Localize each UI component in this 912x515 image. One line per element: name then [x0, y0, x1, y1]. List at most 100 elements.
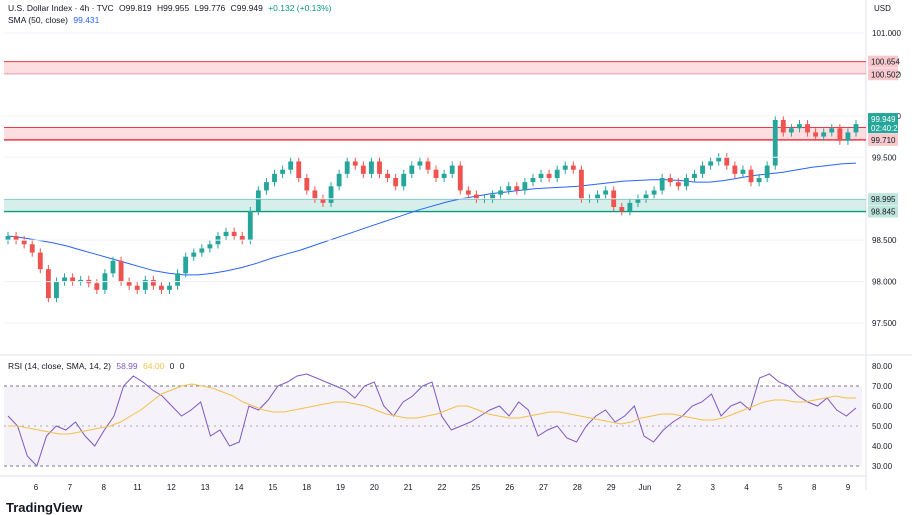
level-badge: [868, 68, 898, 81]
symbol-name[interactable]: U.S. Dollar Index · 4h · TVC: [8, 3, 114, 13]
rsi-line: [7, 373, 857, 467]
x-tick-label: 18: [302, 483, 311, 492]
candle-up: [821, 132, 827, 137]
y-tick-label: 101.000: [872, 29, 901, 38]
rsi-extra-1: 0: [169, 361, 175, 371]
candle-down: [425, 161, 431, 170]
x-tick-label: 19: [336, 483, 345, 492]
candle-up: [627, 202, 633, 212]
candle-down: [126, 281, 132, 286]
x-tick-label: 4: [744, 483, 749, 492]
low-value: L99.776: [194, 3, 226, 13]
candle-up: [829, 128, 835, 133]
candle-up: [191, 252, 197, 257]
level-label: 98.845: [871, 208, 896, 217]
candle-down: [724, 157, 730, 166]
x-tick-label: 25: [471, 483, 480, 492]
candle-up: [223, 231, 229, 236]
x-tick-label: 7: [68, 483, 73, 492]
candle-down: [231, 231, 237, 236]
x-tick-label: 9: [846, 483, 851, 492]
candle-down: [813, 132, 819, 137]
candle-up: [288, 161, 294, 170]
currency-label[interactable]: USD: [874, 4, 891, 13]
candle-down: [570, 165, 576, 170]
x-tick-label: 21: [404, 483, 413, 492]
tradingview-logo[interactable]: TradingView: [6, 500, 83, 515]
candle-down: [780, 120, 786, 133]
candle-up: [683, 178, 689, 187]
candle-up: [207, 244, 213, 249]
candle-up: [369, 161, 374, 174]
x-tick-label: 27: [539, 483, 548, 492]
candle-down: [457, 165, 463, 191]
candle-up: [595, 194, 600, 199]
rsi-tick-label: 30.00: [872, 462, 893, 471]
rsi-legend[interactable]: RSI (14, close, SMA, 14, 2) 58.99 64.00 …: [8, 361, 188, 371]
x-tick-label: 12: [167, 483, 176, 492]
candle-up: [659, 178, 665, 191]
candle-up: [603, 190, 609, 195]
x-tick-label: 5: [778, 483, 783, 492]
x-tick-label: 8: [101, 483, 106, 492]
candle-down: [393, 178, 399, 187]
candle-up: [692, 173, 697, 178]
candle-down: [296, 161, 302, 178]
rsi-tick-label: 60.00: [872, 402, 893, 411]
countdown-label: 02:40:27: [871, 124, 903, 133]
y-tick-label: 97.500: [872, 319, 897, 328]
candle-up: [5, 236, 11, 241]
candle-down: [619, 207, 625, 212]
candle-down: [514, 186, 520, 191]
candle-up: [562, 165, 568, 170]
rsi-label: RSI (14, close, SMA, 14, 2): [8, 361, 111, 371]
candle-up: [441, 173, 447, 178]
candle-up: [175, 273, 181, 286]
candle-down: [433, 169, 439, 178]
candle-up: [740, 169, 746, 174]
rsi-tick-label: 80.00: [872, 362, 893, 371]
sma-line: [7, 162, 857, 276]
candle-down: [239, 236, 245, 241]
sma-legend[interactable]: SMA (50, close) 99.431: [8, 15, 102, 25]
candle-down: [377, 161, 382, 174]
candle-down: [578, 169, 584, 199]
candle-up: [272, 173, 277, 183]
candle-up: [78, 279, 84, 282]
candle-up: [142, 279, 148, 290]
high-value: H99.955: [157, 3, 190, 13]
candle-up: [530, 178, 536, 183]
rsi-tick-label: 70.00: [872, 382, 893, 391]
rsi-tick-label: 50.00: [872, 422, 893, 431]
sma-value: 99.431: [73, 15, 100, 25]
x-tick-label: 22: [438, 483, 447, 492]
candle-up: [522, 182, 528, 191]
candle-up: [538, 173, 544, 178]
candle-up: [635, 198, 641, 203]
candle-down: [732, 165, 738, 174]
candle-down: [748, 169, 754, 183]
candle-down: [304, 178, 310, 191]
candle-up: [409, 165, 415, 174]
candle-down: [546, 173, 552, 178]
candle-up: [110, 260, 116, 274]
open-value: O99.819: [119, 3, 152, 13]
candle-up: [498, 190, 504, 195]
x-tick-label: 20: [370, 483, 379, 492]
x-tick-label: 6: [34, 483, 39, 492]
resistance-zone: [4, 127, 866, 140]
price-axis[interactable]: [866, 0, 912, 513]
candle-up: [708, 161, 714, 166]
candle-up: [797, 124, 802, 129]
candle-up: [643, 194, 649, 199]
candle-down: [150, 279, 156, 286]
x-tick-label: 3: [710, 483, 715, 492]
change-value: +0.132 (+0.13%): [268, 3, 332, 13]
rsi-value: 58.99: [116, 361, 138, 371]
candle-down: [667, 178, 673, 183]
candle-down: [134, 285, 140, 290]
level-label: 100.502: [871, 70, 900, 79]
x-tick-label: 14: [235, 483, 244, 492]
candle-up: [280, 169, 286, 174]
